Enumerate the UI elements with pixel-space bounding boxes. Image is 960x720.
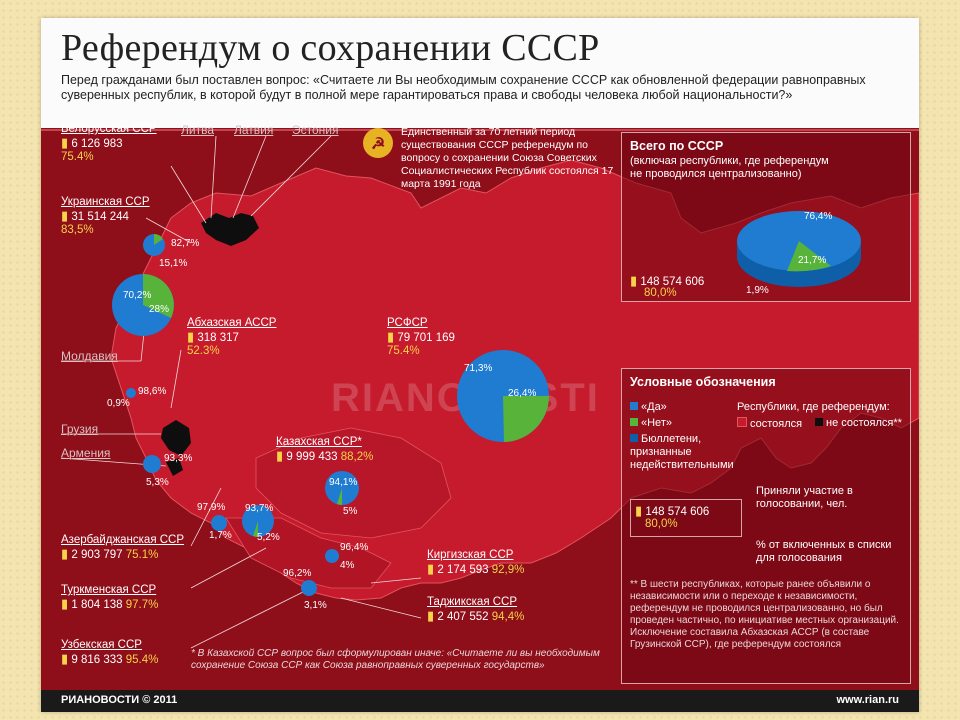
kirghizia-no-pct: 4%	[340, 560, 355, 571]
kazakhstan-yes-pct: 94,1%	[329, 477, 358, 488]
turkmenia-no-pct: 1,7%	[209, 530, 232, 541]
abkhazia-no-pct: 0,9%	[107, 398, 130, 409]
turkmenia-pie	[211, 515, 227, 531]
turkmenia-yes-pct: 97,9%	[197, 502, 226, 513]
legend-held: состоялся	[737, 417, 802, 431]
legend-pct-label: % от включенных в списки для голосования	[756, 539, 892, 564]
georgia-black	[161, 420, 191, 456]
tajikistan-pie	[301, 580, 317, 596]
belarus-yes-pct: 70,2%	[123, 290, 152, 301]
label-armenia: Армения	[61, 446, 111, 460]
label-georgia: Грузия	[61, 422, 99, 436]
byelorussia-label: Белорусская ССР ▮ 6 126 983 75.4%	[61, 123, 157, 163]
referendum-question: Перед гражданами был поставлен вопрос: «…	[61, 73, 866, 102]
label-latvia: Латвия	[234, 123, 274, 137]
note-star: * В Казахской ССР вопрос был сформулиров…	[191, 648, 600, 671]
armenia-black	[166, 458, 183, 476]
tajikistan-yes-pct: 96,2%	[283, 568, 312, 579]
label-estonia: Эстония	[292, 123, 339, 137]
legend-not-held: не состоялся**	[815, 417, 902, 430]
total-no-pct: 21,7%	[798, 255, 827, 266]
tajikistan-label: Таджикская ССР ▮ 2 407 552 94,4%	[427, 596, 525, 623]
kazakhstan-no-pct: 5%	[343, 506, 358, 517]
total-pie	[737, 211, 861, 287]
footer: РИАНОВОСТИ © 2011 www.rian.ru	[41, 690, 919, 712]
legend-no: «Нет»	[630, 417, 672, 430]
ukraine-no-pct: 15,1%	[159, 258, 188, 269]
label-moldavia: Молдавия	[61, 349, 118, 363]
abkhazia-label: Абхазская АССР ▮ 318 317 52.3%	[187, 317, 277, 357]
header: Референдум о сохранении СССР Перед гражд…	[41, 18, 919, 128]
total-pie-no	[787, 241, 831, 272]
total-invalid-pct: 1,9%	[746, 285, 769, 296]
total-turnout: 80,0%	[644, 287, 677, 299]
footer-url[interactable]: www.rian.ru	[836, 694, 899, 706]
intro-text: Единственный за 70 летний период существ…	[401, 126, 614, 190]
uzbekistan-yes-pct: 93,7%	[245, 503, 274, 514]
footer-brand: РИАНОВОСТИ © 2011	[61, 694, 178, 706]
baltics-black	[201, 213, 259, 246]
total-yes-pct: 76,4%	[804, 211, 833, 222]
legend-invalid: Бюллетени, признанные недействительными	[630, 433, 734, 471]
russia-yes-pct: 71,3%	[464, 363, 493, 374]
label-lithuania: Литва	[181, 123, 214, 137]
turkmenia-label: Туркменская ССР ▮ 1 804 138 97.7%	[61, 584, 159, 611]
azerbaijan-pie	[143, 455, 161, 473]
belarus-no-pct: 28%	[149, 304, 170, 315]
russia-label: РСФСР ▮ 79 701 169 75.4%	[387, 317, 455, 357]
legend-sample-box: ▮ 148 574 606 80,0%	[630, 499, 742, 537]
belarus-pie-no	[143, 274, 174, 318]
kirghizia-label: Киргизская ССР ▮ 2 174 593 92,9%	[427, 549, 525, 576]
hammer-sickle-icon: ☭	[363, 128, 393, 158]
kazakhstan-label: Казахская ССР* ▮ 9 999 433 88,2%	[276, 436, 374, 463]
ukraine-pie-no	[154, 234, 163, 245]
legend-title: Условные обозначения	[630, 375, 776, 389]
kirghizia-yes-pct: 96,4%	[340, 542, 369, 553]
ukraine-label: Украинская ССР ▮ 31 514 244 83,5%	[61, 196, 150, 236]
azerbaijan-yes-pct: 93,3%	[164, 453, 193, 464]
total-panel: Всего по СССР (включая республики, где р…	[621, 132, 911, 302]
azerbaijan-label: Азербайджанская ССР ▮ 2 903 797 75.1%	[61, 534, 185, 561]
uzbekistan-pie-no	[253, 521, 258, 537]
central-asia-area	[225, 517, 392, 589]
legend-participated: Приняли участие в голосовании, чел.	[756, 485, 853, 510]
infographic-card: Референдум о сохранении СССР Перед гражд…	[41, 18, 919, 712]
uzbekistan-no-pct: 5,2%	[257, 532, 280, 543]
legend-republics-title: Республики, где референдум:	[737, 401, 890, 413]
total-subtitle: (включая республики, где референдум не п…	[630, 155, 829, 180]
page-title: Референдум о сохранении СССР	[61, 27, 600, 69]
pie-layer	[112, 234, 549, 596]
legend-panel: Условные обозначения «Да» «Нет» Бюллетен…	[621, 368, 911, 684]
header-divider	[41, 129, 919, 131]
ukraine-yes-pct: 82,7%	[171, 238, 200, 249]
legend-note-double-star: ** В шести республиках, которые ранее об…	[630, 579, 899, 650]
abkhazia-pie	[126, 388, 136, 398]
russia-no-pct: 26,4%	[508, 388, 537, 399]
azerbaijan-no-pct: 5,3%	[146, 477, 169, 488]
uzbekistan-label: Узбекская ССР ▮ 9 816 333 95.4%	[61, 639, 159, 666]
kazakhstan-pie-no	[337, 488, 342, 505]
tajikistan-no-pct: 3,1%	[304, 600, 327, 611]
legend-yes: «Да»	[630, 401, 667, 414]
total-title: Всего по СССР	[630, 139, 724, 153]
abkhazia-yes-pct: 98,6%	[138, 386, 167, 397]
kirghizia-pie	[325, 549, 339, 563]
total-votes: ▮ 148 574 606	[630, 273, 705, 288]
russia-pie-no	[503, 396, 549, 442]
